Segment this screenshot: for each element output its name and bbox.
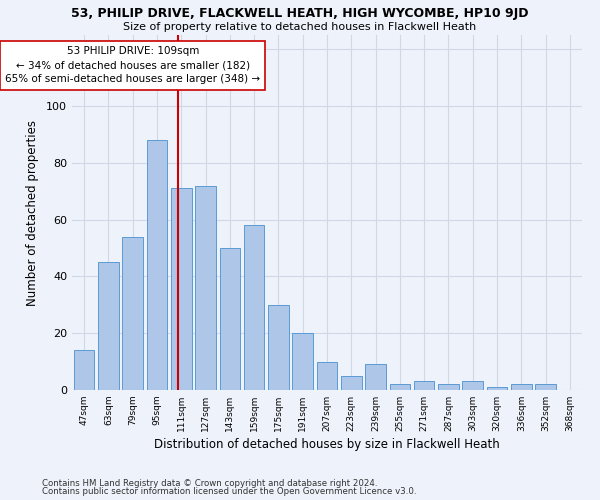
Bar [341, 376, 362, 390]
Bar [244, 226, 265, 390]
Bar [365, 364, 386, 390]
Bar [195, 186, 216, 390]
Text: 53, PHILIP DRIVE, FLACKWELL HEATH, HIGH WYCOMBE, HP10 9JD: 53, PHILIP DRIVE, FLACKWELL HEATH, HIGH … [71, 8, 529, 20]
Bar [292, 333, 313, 390]
Bar [146, 140, 167, 390]
X-axis label: Distribution of detached houses by size in Flackwell Heath: Distribution of detached houses by size … [154, 438, 500, 451]
Bar [171, 188, 191, 390]
Bar [74, 350, 94, 390]
Bar [268, 305, 289, 390]
Bar [220, 248, 240, 390]
Bar [511, 384, 532, 390]
Bar [535, 384, 556, 390]
Bar [317, 362, 337, 390]
Text: 53 PHILIP DRIVE: 109sqm
← 34% of detached houses are smaller (182)
65% of semi-d: 53 PHILIP DRIVE: 109sqm ← 34% of detache… [5, 46, 260, 84]
Bar [122, 236, 143, 390]
Y-axis label: Number of detached properties: Number of detached properties [26, 120, 39, 306]
Bar [414, 382, 434, 390]
Text: Size of property relative to detached houses in Flackwell Heath: Size of property relative to detached ho… [124, 22, 476, 32]
Bar [463, 382, 483, 390]
Bar [98, 262, 119, 390]
Bar [389, 384, 410, 390]
Text: Contains HM Land Registry data © Crown copyright and database right 2024.: Contains HM Land Registry data © Crown c… [42, 478, 377, 488]
Bar [438, 384, 459, 390]
Text: Contains public sector information licensed under the Open Government Licence v3: Contains public sector information licen… [42, 487, 416, 496]
Bar [487, 387, 508, 390]
